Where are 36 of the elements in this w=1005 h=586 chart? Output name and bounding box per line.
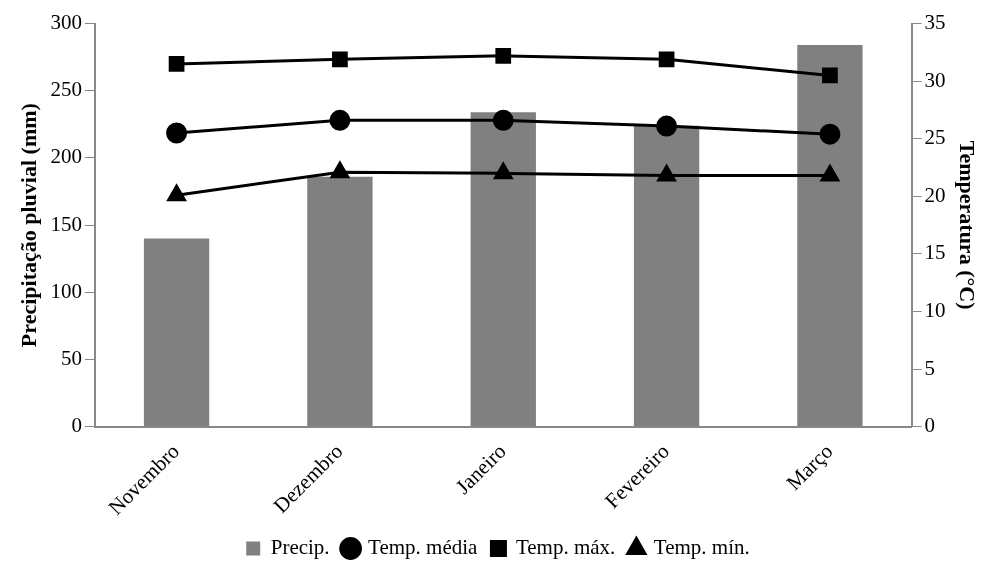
legend-label: Temp. mín. bbox=[653, 535, 750, 560]
point bbox=[166, 122, 188, 144]
point bbox=[492, 109, 514, 131]
point bbox=[167, 184, 186, 202]
point bbox=[330, 161, 350, 179]
point bbox=[657, 165, 676, 182]
legend-label: Temp. máx. bbox=[515, 535, 616, 560]
y2-tick-label: 25 bbox=[924, 125, 946, 150]
y-tick-label: 50 bbox=[60, 346, 82, 371]
point bbox=[819, 123, 841, 145]
y-axis-title: Precipitação pluvial (mm) bbox=[15, 103, 41, 348]
y-tick-label: 0 bbox=[71, 413, 82, 438]
y2-tick-label: 0 bbox=[924, 413, 936, 438]
y2-tick-label: 20 bbox=[924, 182, 946, 207]
y2-tick-label: 30 bbox=[924, 67, 946, 92]
legend-label: Temp. média bbox=[368, 535, 479, 560]
y-tick-label: 150 bbox=[50, 211, 82, 236]
y2-tick-label: 5 bbox=[924, 355, 936, 380]
point bbox=[822, 67, 838, 84]
point bbox=[332, 51, 348, 68]
point bbox=[329, 109, 351, 131]
y-tick-label: 200 bbox=[50, 144, 82, 169]
y2-tick-label: 35 bbox=[924, 10, 946, 35]
y2-axis-title: Temperatura (°C) bbox=[955, 140, 981, 310]
point bbox=[493, 162, 513, 180]
point bbox=[656, 115, 678, 137]
point bbox=[168, 56, 185, 72]
y-tick-label: 300 bbox=[50, 10, 82, 35]
point bbox=[495, 47, 512, 64]
y-tick-label: 100 bbox=[50, 278, 82, 303]
y2-tick-label: 15 bbox=[924, 240, 946, 265]
point bbox=[658, 51, 675, 68]
point bbox=[820, 165, 840, 182]
legend-label: Precip. bbox=[270, 535, 330, 560]
y-tick-label: 250 bbox=[50, 77, 82, 102]
y2-tick-label: 10 bbox=[924, 298, 946, 323]
